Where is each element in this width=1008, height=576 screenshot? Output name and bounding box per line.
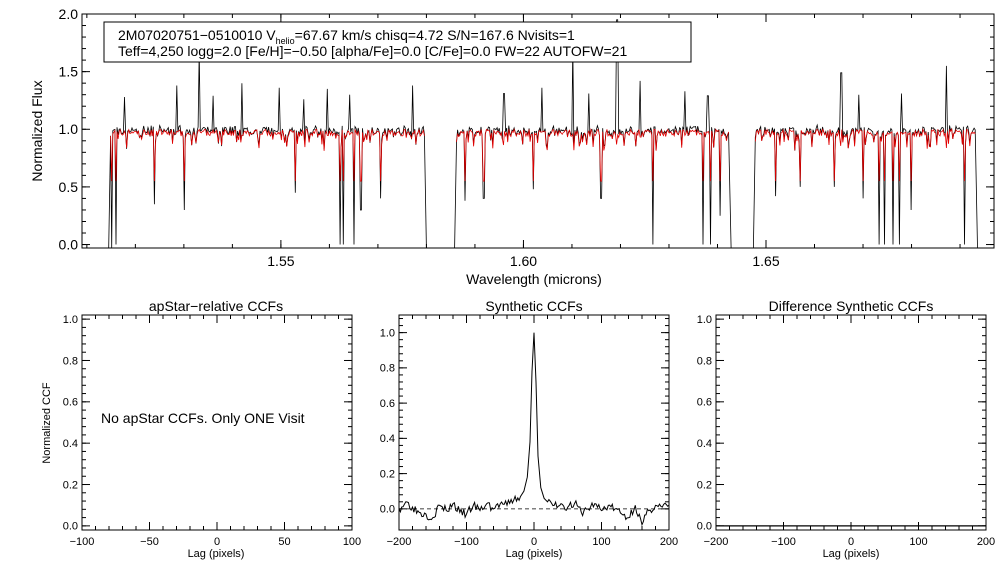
x-tick-label: 100 [909, 536, 927, 548]
difference-ccf-x-axis-label: Lag (pixels) [823, 548, 880, 560]
y-tick-label: 0.0 [59, 236, 79, 252]
apstar-ccf-x-axis-label: Lag (pixels) [188, 548, 245, 560]
apstar-ccf-panel: apStar−relative CCFs −100 −50 0 50 100 0.0 0.2… [41, 298, 361, 560]
y-tick-label: 1.0 [59, 121, 79, 137]
y-tick-label: 0.2 [63, 479, 78, 491]
x-tick-label: −200 [704, 536, 729, 548]
apstar-ccf-annotation: No apStar CCFs. Only ONE Visit [101, 410, 305, 426]
synthetic-spectrum-line [110, 128, 425, 182]
synthetic-ccf-line [398, 332, 670, 527]
y-tick-label: 1.0 [697, 314, 712, 326]
info-line-1-start: 2M07020751−0510010 V [118, 27, 276, 43]
y-tick-label: 0.5 [59, 179, 79, 195]
x-tick-label: 50 [278, 536, 290, 548]
x-tick-label: 200 [660, 536, 678, 548]
x-tick-label: 100 [343, 536, 361, 548]
spectrum-ticks: 1.55 1.60 1.65 0.0 0.5 1.0 1.5 2.0 [59, 6, 994, 269]
apstar-ccf-title: apStar−relative CCFs [149, 298, 283, 314]
synthetic-ccf-panel: Synthetic CCFs −200 −100 0 100 200 0.0 0.2 0.4 0… [380, 298, 678, 560]
x-tick-label: 1.60 [510, 253, 537, 269]
synthetic-ccf-plot-area [398, 332, 670, 527]
spectrum-axes-frame [81, 13, 995, 249]
spectrum-lines [108, 19, 978, 248]
y-tick-label: 1.5 [59, 64, 79, 80]
x-tick-label: 1.65 [752, 253, 779, 269]
apstar-ccf-ticks: −100 −50 0 50 100 0.0 0.2 0.4 0.6 0.8 1.0 [63, 314, 361, 548]
synthetic-ccf-axes-frame [398, 314, 670, 531]
y-tick-label: 0.6 [380, 398, 395, 410]
x-tick-label: −100 [454, 536, 479, 548]
observed-spectrum-line [108, 50, 427, 248]
x-tick-label: −100 [771, 536, 796, 548]
y-tick-label: 0.0 [697, 521, 712, 533]
difference-ccf-title: Difference Synthetic CCFs [769, 298, 934, 314]
spectrum-panel: 1.55 1.60 1.65 0.0 0.5 1.0 1.5 2.0 2M07020751−0… [29, 6, 995, 287]
y-tick-label: 0.6 [697, 397, 712, 409]
x-tick-label: 100 [592, 536, 610, 548]
info-line-1: 2M07020751−0510010 Vhelio=67.67 km/s chi… [118, 27, 575, 46]
y-tick-label: 0.8 [380, 363, 395, 375]
x-tick-label: 1.55 [267, 253, 294, 269]
x-tick-label: 0 [848, 536, 854, 548]
spectrum-y-axis-label: Normalized Flux [29, 80, 45, 181]
info-line-1-subscript: helio [276, 36, 295, 46]
y-tick-label: 0.2 [380, 468, 395, 480]
difference-ccf-panel: Difference Synthetic CCFs −200 −100 0 100 20… [697, 298, 995, 560]
spectrum-plot-area [108, 19, 978, 248]
y-tick-label: 0.8 [697, 355, 712, 367]
spectrum-x-axis-label: Wavelength (microns) [466, 271, 602, 287]
y-tick-label: 0.4 [697, 438, 712, 450]
synthetic-ccf-ticks: −200 −100 0 100 200 0.0 0.2 0.4 0.6 0.8 1.0 [380, 315, 678, 548]
difference-ccf-axes-frame [715, 314, 987, 531]
y-tick-label: 0.4 [380, 433, 395, 445]
x-tick-label: −100 [70, 536, 95, 548]
y-tick-label: 0.2 [697, 479, 712, 491]
y-tick-label: 0.8 [63, 355, 78, 367]
info-line-2: Teff=4,250 logg=2.0 [Fe/H]=−0.50 [alpha/… [118, 43, 627, 59]
info-line-1-end: =67.67 km/s chisq=4.72 S/N=167.6 Nvisits… [295, 27, 575, 43]
x-tick-label: −200 [387, 536, 412, 548]
y-tick-label: 1.0 [63, 314, 78, 326]
y-tick-label: 0.0 [63, 521, 78, 533]
y-tick-label: 0.0 [380, 504, 395, 516]
x-tick-label: −50 [140, 536, 159, 548]
y-tick-label: 1.0 [380, 327, 395, 339]
observed-spectrum-line [753, 65, 978, 248]
y-tick-label: 0.4 [63, 438, 78, 450]
info-box [103, 21, 692, 63]
y-tick-label: 0.6 [63, 397, 78, 409]
x-tick-label: 0 [531, 536, 537, 548]
synthetic-ccf-x-axis-label: Lag (pixels) [506, 548, 563, 560]
synthetic-ccf-title: Synthetic CCFs [485, 298, 582, 314]
difference-ccf-ticks: −200 −100 0 100 200 0.0 0.2 0.4 0.6 0.8 1.0 [697, 314, 995, 548]
synthetic-spectrum-line [456, 128, 729, 182]
synthetic-spectrum-line [754, 127, 976, 182]
x-tick-label: 200 [977, 536, 995, 548]
x-tick-label: 0 [214, 536, 220, 548]
apstar-ccf-y-axis-label: Normalized CCF [41, 382, 53, 464]
y-tick-label: 2.0 [59, 6, 79, 22]
